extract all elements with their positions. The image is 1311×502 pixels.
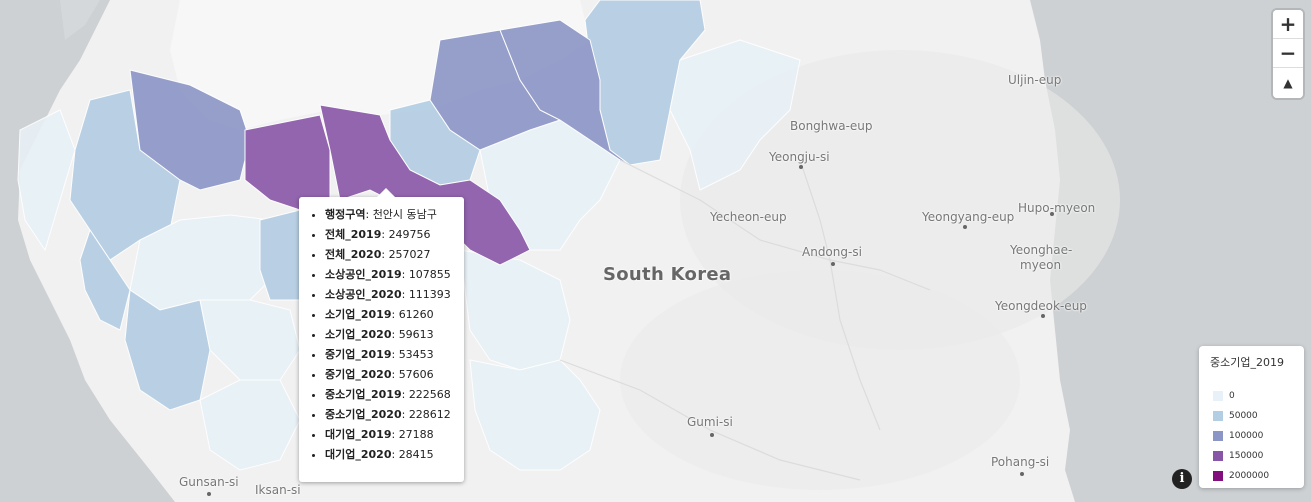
popup-key: 대기업_2020 bbox=[325, 448, 392, 461]
compass-icon: ▲ bbox=[1283, 75, 1293, 90]
legend-title: 중소기업_2019 bbox=[1210, 356, 1284, 369]
popup-row: 전체_2020: 257027 bbox=[325, 245, 464, 265]
popup-row: 중소기업_2019: 222568 bbox=[325, 385, 464, 405]
popup-attribute-list: 행정구역: 천안시 동남구전체_2019: 249756전체_2020: 257… bbox=[299, 197, 464, 465]
legend-item: 150000 bbox=[1213, 446, 1304, 466]
popup-value: 228612 bbox=[408, 408, 451, 421]
place-label: Yecheon-eup bbox=[710, 210, 787, 224]
navigation-control: + − ▲ bbox=[1273, 10, 1303, 98]
popup-row: 전체_2019: 249756 bbox=[325, 225, 464, 245]
place-label: Bonghwa-eup bbox=[790, 119, 873, 133]
popup-key: 중소기업_2019 bbox=[325, 388, 402, 401]
place-label: Gumi-si bbox=[687, 415, 733, 429]
legend-item: 100000 bbox=[1213, 426, 1304, 446]
popup-value: 107855 bbox=[408, 268, 451, 281]
popup-row: 소기업_2020: 59613 bbox=[325, 325, 464, 345]
place-label: Yeongju-si bbox=[769, 150, 830, 164]
popup-row: 소상공인_2020: 111393 bbox=[325, 285, 464, 305]
place-label: Yeongdeok-eup bbox=[995, 299, 1087, 313]
place-dot bbox=[1041, 314, 1045, 318]
place-dot bbox=[1020, 472, 1024, 476]
popup-key: 전체_2019 bbox=[325, 228, 382, 241]
popup-value: 257027 bbox=[388, 248, 431, 261]
popup-key: 소기업_2019 bbox=[325, 308, 392, 321]
popup-key: 대기업_2019 bbox=[325, 428, 392, 441]
info-icon[interactable]: i bbox=[1172, 469, 1192, 489]
place-label: Hupo-myeon bbox=[1018, 201, 1096, 215]
map-legend: 중소기업_2019 0 50000 100000 150000 2000000 bbox=[1199, 346, 1304, 488]
legend-swatch bbox=[1213, 471, 1223, 481]
legend-item: 2000000 bbox=[1213, 466, 1304, 486]
popup-key: 소기업_2020 bbox=[325, 328, 392, 341]
popup-row: 대기업_2019: 27188 bbox=[325, 425, 464, 445]
popup-value: 53453 bbox=[398, 348, 434, 361]
legend-items: 0 50000 100000 150000 2000000 bbox=[1213, 386, 1304, 486]
popup-value: 27188 bbox=[398, 428, 434, 441]
place-label: Pohang-si bbox=[991, 455, 1050, 469]
place-dot bbox=[207, 492, 211, 496]
place-label: Gunsan-si bbox=[179, 475, 239, 489]
place-label-country: South Korea bbox=[603, 264, 732, 285]
popup-row: 중기업_2020: 57606 bbox=[325, 365, 464, 385]
legend-swatch bbox=[1213, 391, 1223, 401]
place-label: Iksan-si bbox=[255, 483, 301, 497]
popup-value: 111393 bbox=[408, 288, 451, 301]
place-label: Andong-si bbox=[802, 245, 862, 259]
popup-value: 61260 bbox=[398, 308, 434, 321]
legend-swatch bbox=[1213, 431, 1223, 441]
popup-value: 57606 bbox=[398, 368, 434, 381]
zoom-in-button[interactable]: + bbox=[1273, 10, 1303, 39]
legend-label: 0 bbox=[1229, 391, 1235, 401]
place-dot bbox=[1050, 212, 1054, 216]
popup-value: 59613 bbox=[398, 328, 434, 341]
popup-row: 중기업_2019: 53453 bbox=[325, 345, 464, 365]
popup-value: 28415 bbox=[398, 448, 434, 461]
legend-item: 50000 bbox=[1213, 406, 1304, 426]
popup-key: 행정구역 bbox=[325, 208, 366, 221]
region-popup: 행정구역: 천안시 동남구전체_2019: 249756전체_2020: 257… bbox=[299, 188, 464, 482]
popup-key: 중기업_2020 bbox=[325, 368, 392, 381]
place-dot bbox=[963, 225, 967, 229]
place-label: Yeongyang-eup bbox=[922, 210, 1015, 224]
place-dot bbox=[799, 165, 803, 169]
legend-label: 100000 bbox=[1229, 431, 1264, 441]
place-label: Yeonghae- bbox=[1010, 243, 1073, 257]
popup-value: 249756 bbox=[388, 228, 431, 241]
legend-swatch bbox=[1213, 451, 1223, 461]
popup-key: 소상공인_2020 bbox=[325, 288, 402, 301]
popup-row: 대기업_2020: 28415 bbox=[325, 445, 464, 465]
legend-item: 0 bbox=[1213, 386, 1304, 406]
legend-label: 2000000 bbox=[1229, 471, 1270, 481]
popup-row: 소기업_2019: 61260 bbox=[325, 305, 464, 325]
popup-key: 전체_2020 bbox=[325, 248, 382, 261]
popup-value: 천안시 동남구 bbox=[372, 208, 437, 221]
legend-swatch bbox=[1213, 411, 1223, 421]
place-dot bbox=[710, 433, 714, 437]
legend-label: 50000 bbox=[1229, 411, 1258, 421]
reset-north-button[interactable]: ▲ bbox=[1273, 68, 1303, 98]
popup-row: 소상공인_2019: 107855 bbox=[325, 265, 464, 285]
popup-key: 중기업_2019 bbox=[325, 348, 392, 361]
place-label: myeon bbox=[1020, 258, 1062, 272]
popup-key: 소상공인_2019 bbox=[325, 268, 402, 281]
place-dot bbox=[831, 262, 835, 266]
zoom-out-button[interactable]: − bbox=[1273, 39, 1303, 68]
popup-value: 222568 bbox=[408, 388, 451, 401]
popup-row: 행정구역: 천안시 동남구 bbox=[325, 205, 464, 225]
place-label: Uljin-eup bbox=[1008, 73, 1062, 87]
popup-key: 중소기업_2020 bbox=[325, 408, 402, 421]
popup-row: 중소기업_2020: 228612 bbox=[325, 405, 464, 425]
legend-label: 150000 bbox=[1229, 451, 1264, 461]
